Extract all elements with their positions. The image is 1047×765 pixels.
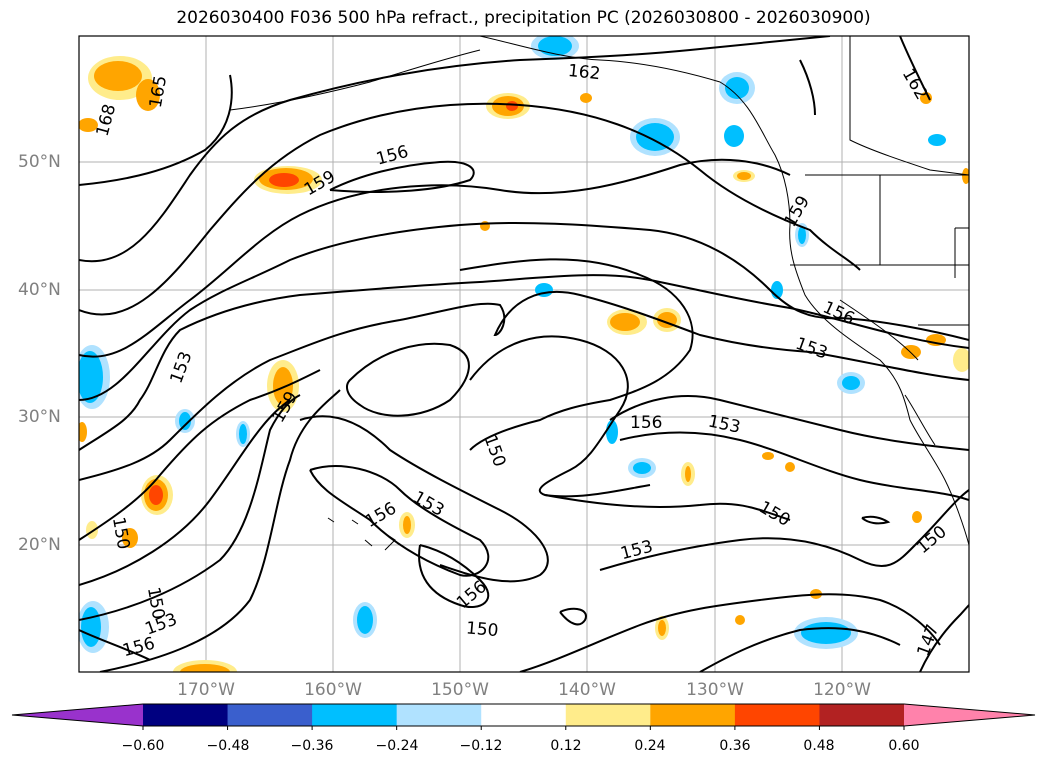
colorbar-tick-label: −0.36	[290, 738, 334, 754]
colorbar-tick-label: −0.24	[375, 738, 419, 754]
map-frame	[78, 35, 970, 673]
lat-label: 20°N	[18, 535, 61, 555]
contours	[79, 36, 969, 672]
precip-patches	[79, 36, 969, 672]
colorbar-tick-label: −0.12	[459, 738, 503, 754]
lon-label: 150°W	[431, 680, 489, 700]
colorbar-extend-low	[12, 704, 143, 726]
colorbar	[11, 703, 1036, 730]
lon-label: 160°W	[304, 680, 362, 700]
lat-label: 30°N	[18, 407, 61, 427]
colorbar-segment	[650, 704, 736, 726]
lon-label: 140°W	[558, 680, 616, 700]
colorbar-tick-label: −0.60	[121, 738, 165, 754]
colorbar-tick-label: 0.36	[719, 738, 751, 754]
map-background	[79, 36, 969, 672]
colorbar-segment	[565, 704, 651, 726]
lat-label: 40°N	[18, 280, 61, 300]
colorbar-segment	[481, 704, 567, 726]
contour-label: 156	[630, 413, 662, 433]
colorbar-segment	[143, 704, 229, 726]
lon-label: 170°W	[177, 680, 235, 700]
colorbar-segment	[312, 704, 398, 726]
contour-label: 150	[465, 618, 499, 641]
colorbar-extend-high	[904, 704, 1035, 726]
lon-label: 130°W	[686, 680, 744, 700]
lat-label: 50°N	[18, 152, 61, 172]
colorbar-segment	[227, 704, 313, 726]
colorbar-segment	[819, 704, 905, 726]
map-title: 2026030400 F036 500 hPa refract., precip…	[176, 8, 871, 28]
colorbar-tick-label: 0.24	[634, 738, 666, 754]
coastlines	[229, 36, 969, 551]
colorbar-tick-label: 0.60	[888, 738, 920, 754]
colorbar-segment	[396, 704, 482, 726]
colorbar-tick-label: 0.48	[803, 738, 835, 754]
colorbar-tick-label: 0.12	[550, 738, 582, 754]
lon-label: 120°W	[813, 680, 871, 700]
contour-label: 162	[567, 61, 601, 84]
colorbar-tick-label: −0.48	[206, 738, 250, 754]
colorbar-segment	[734, 704, 820, 726]
